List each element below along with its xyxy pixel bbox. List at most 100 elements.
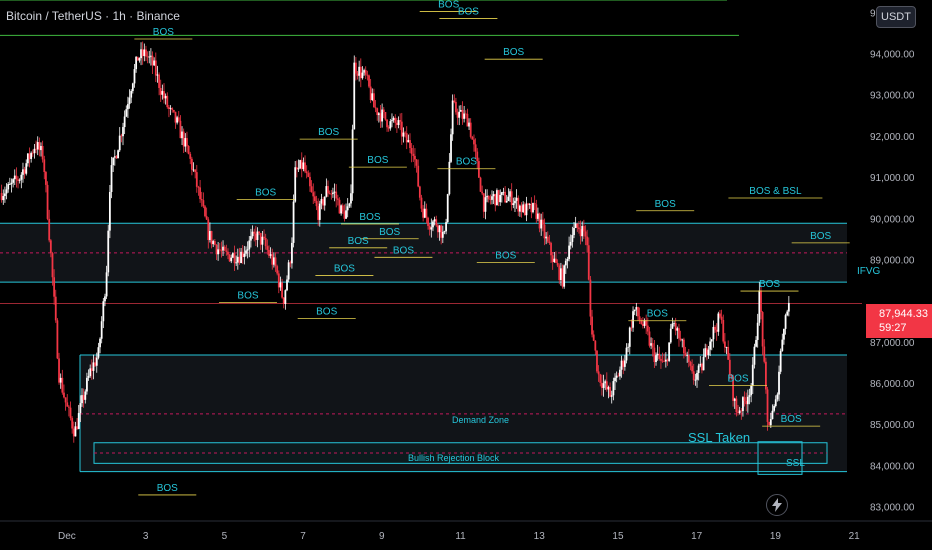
candle xyxy=(313,191,316,204)
candle xyxy=(538,212,541,233)
candle-body xyxy=(625,347,628,361)
candle-body xyxy=(364,70,367,75)
candle-body xyxy=(502,191,505,193)
candle-body xyxy=(348,203,351,207)
time-tick-label: 5 xyxy=(222,531,228,542)
candle xyxy=(484,189,487,220)
candle xyxy=(212,239,215,248)
candle-body xyxy=(149,55,152,57)
candle-body xyxy=(141,49,144,57)
candle xyxy=(514,197,516,212)
candle xyxy=(400,112,403,145)
candle-body xyxy=(31,152,34,154)
candle-body xyxy=(394,117,397,123)
candle-body xyxy=(696,372,698,380)
candle xyxy=(38,137,41,157)
candle-body xyxy=(245,250,247,254)
candle xyxy=(727,340,730,360)
candle-body xyxy=(236,256,239,263)
candle-body xyxy=(641,323,644,326)
candle xyxy=(310,180,313,193)
candle xyxy=(223,245,226,252)
candle-body xyxy=(261,236,264,245)
candle-body xyxy=(551,255,554,263)
candle xyxy=(712,320,715,348)
candle-body xyxy=(159,87,162,95)
bos-annotation: BOS xyxy=(628,309,687,322)
candle-body xyxy=(210,231,213,245)
candle xyxy=(382,107,385,119)
candle xyxy=(509,189,511,203)
bar-countdown: 59:27 xyxy=(879,322,907,334)
lightning-icon[interactable] xyxy=(766,494,788,516)
candle-body xyxy=(487,195,490,200)
candle xyxy=(404,130,406,138)
candle xyxy=(148,50,151,64)
candle xyxy=(456,108,459,125)
bos-label: BOS xyxy=(759,279,780,290)
candle xyxy=(225,244,228,256)
candle xyxy=(246,241,249,259)
candle xyxy=(615,371,618,383)
candle xyxy=(112,157,115,173)
candle xyxy=(74,421,77,437)
candle-body xyxy=(228,254,231,262)
candle-body xyxy=(405,133,408,143)
currency-selector-button[interactable]: USDT xyxy=(876,6,916,28)
candle-body xyxy=(651,343,654,348)
candle-body xyxy=(133,69,136,84)
candle-body xyxy=(259,233,262,245)
candle-body xyxy=(387,127,390,129)
candle-body xyxy=(15,175,18,180)
candle xyxy=(758,282,761,326)
candle xyxy=(222,240,224,256)
candle-body xyxy=(528,204,531,205)
candle xyxy=(258,231,261,236)
bos-annotation: BOS xyxy=(297,307,356,320)
candle-body xyxy=(712,326,715,340)
bos-label: BOS xyxy=(647,309,668,320)
candle-body xyxy=(648,331,651,346)
candle-body xyxy=(656,353,659,356)
candle xyxy=(340,204,343,216)
candle xyxy=(377,112,380,123)
candle-body xyxy=(171,108,174,110)
time-tick-label: 21 xyxy=(849,531,861,542)
candle xyxy=(469,118,472,139)
candle xyxy=(687,348,690,368)
bos-label: BOS xyxy=(334,263,355,274)
candle-body xyxy=(131,83,134,92)
candle xyxy=(269,247,272,259)
candle-body xyxy=(117,150,119,159)
candle-body xyxy=(612,381,615,396)
candle xyxy=(105,265,108,300)
candle xyxy=(364,66,367,80)
candle-body xyxy=(709,341,712,350)
candle-body xyxy=(192,169,195,171)
candle xyxy=(309,172,311,192)
candle-body xyxy=(684,353,687,356)
candle xyxy=(753,343,756,369)
candle-body xyxy=(477,161,480,178)
candle-body xyxy=(574,223,577,229)
bos-annotation: BOS xyxy=(348,155,407,168)
candle-body xyxy=(92,362,95,371)
candle-body xyxy=(697,365,700,373)
candle xyxy=(500,191,503,203)
candle xyxy=(59,373,62,389)
candle xyxy=(161,84,164,100)
candle-body xyxy=(12,179,15,183)
candle xyxy=(33,144,36,159)
candle-body xyxy=(0,192,3,201)
candle xyxy=(648,326,651,348)
candle xyxy=(379,104,382,128)
candle xyxy=(143,43,146,62)
candle-body xyxy=(182,131,185,147)
candle-body xyxy=(186,138,188,146)
candle-body xyxy=(33,148,36,154)
candle-body xyxy=(323,196,326,206)
price-tick-label: 91,000.00 xyxy=(870,173,915,184)
candle-body xyxy=(286,279,288,291)
candle-body xyxy=(376,108,379,116)
